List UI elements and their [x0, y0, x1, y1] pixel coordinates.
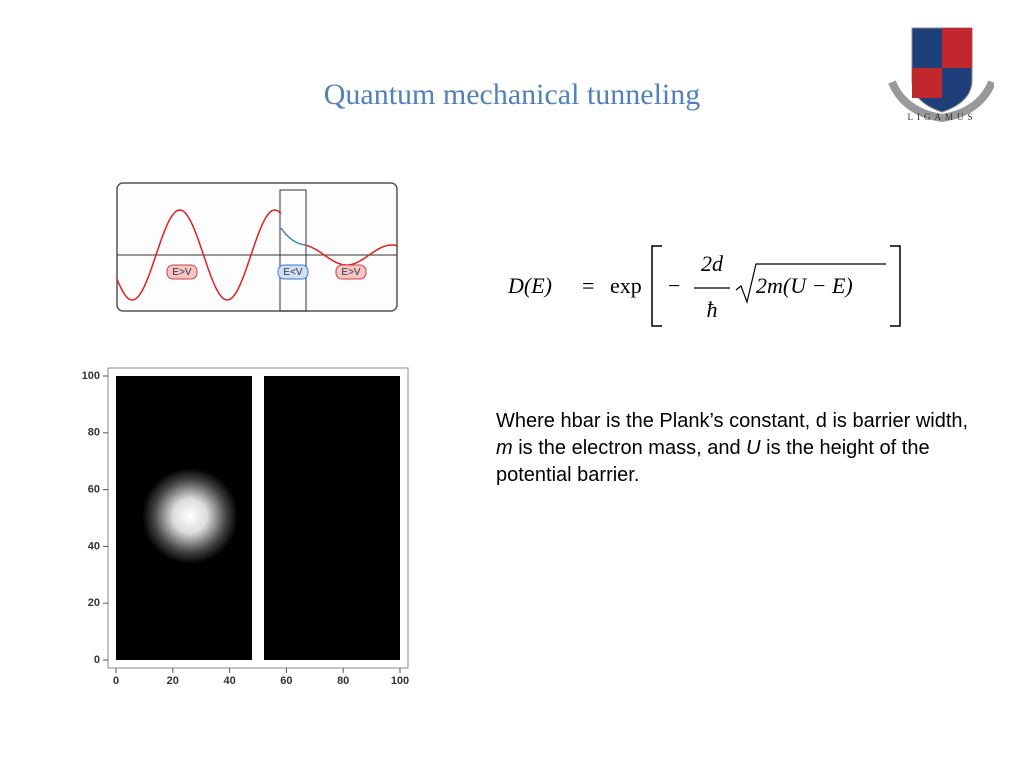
description-text: is the height of the potential barrier. — [496, 437, 930, 486]
description: Where hbar is the Plank’s constant, d is… — [496, 408, 976, 489]
description-text: Where hbar is the Plank’s constant, d is… — [496, 410, 969, 432]
energy-label: E>V — [172, 267, 192, 278]
logo: LIGAMUS — [888, 27, 994, 122]
formula-radicand: 2m(U − E) — [756, 273, 853, 298]
formula-equals: = — [582, 273, 594, 298]
label-pill — [335, 264, 367, 280]
label-pill — [166, 264, 198, 280]
incident-wave — [116, 209, 282, 301]
description-text: m — [496, 437, 513, 459]
label-pill — [277, 264, 309, 280]
formula-numerator: 2d — [701, 251, 724, 276]
logo-quarter — [942, 28, 972, 68]
transmitted-wave — [305, 244, 398, 266]
formula-lhs: D(E) — [507, 273, 552, 298]
description-text: U — [746, 437, 761, 459]
barrier — [279, 189, 307, 312]
formula-denominator: ħ — [707, 297, 718, 322]
formula-func: exp — [610, 273, 642, 298]
energy-label: E>V — [341, 267, 361, 278]
logo-quarter — [912, 68, 942, 98]
energy-label: E<V — [283, 267, 303, 278]
logo-ribbon — [888, 80, 994, 122]
description-text: is the electron mass, and — [512, 437, 747, 459]
formula-minus: − — [668, 273, 680, 298]
slide-title: Quantum mechanical tunneling — [323, 78, 701, 111]
radical — [735, 263, 886, 305]
logo-motto: LIGAMUS — [907, 112, 976, 122]
decaying-wave — [280, 227, 307, 246]
formula: D(E) = exp − 2d ħ 2m(U − E) — [507, 245, 901, 327]
bracket — [651, 245, 662, 327]
bracket — [890, 245, 901, 327]
